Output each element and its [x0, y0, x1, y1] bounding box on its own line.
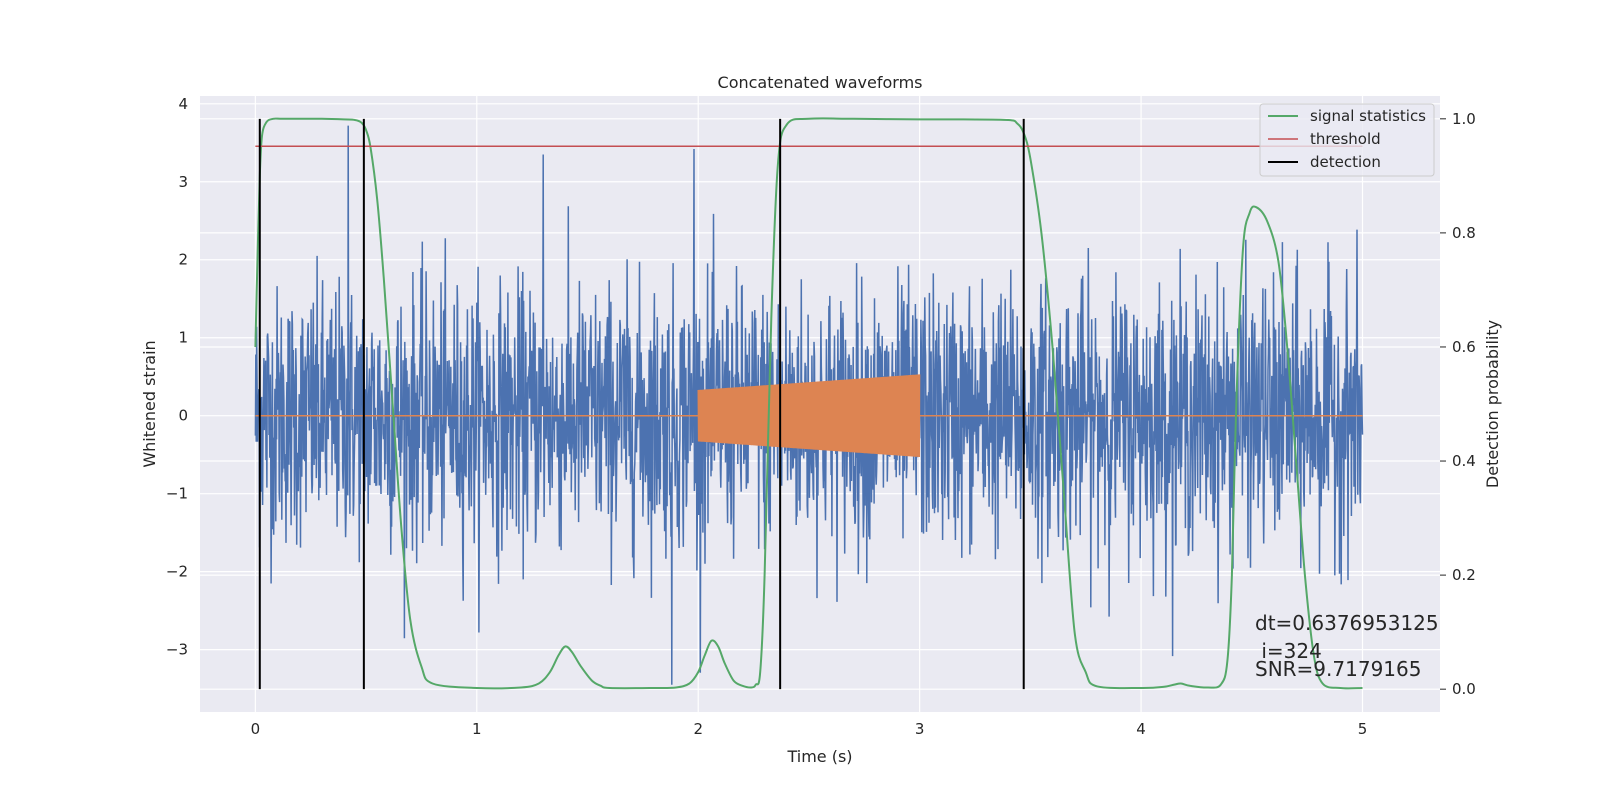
y2-tick-label: 1.0: [1452, 110, 1476, 128]
legend-label-detection: detection: [1310, 153, 1381, 171]
annotation-dt: dt=0.6376953125: [1255, 611, 1439, 635]
legend: signal statistics threshold detection: [1259, 103, 1435, 177]
signal-statistics-line: [254, 117, 1363, 690]
y2-tick-label: 0.2: [1452, 566, 1476, 584]
x-tick-label: 4: [1136, 720, 1146, 738]
x-tick-label: 0: [251, 720, 261, 738]
y2-tick-label: 0.0: [1452, 680, 1476, 698]
y-tick-label: −1: [166, 485, 188, 503]
annotation-index: i=324: [1255, 639, 1322, 663]
legend-label-signal-statistics: signal statistics: [1310, 107, 1426, 125]
y2-tick-label: 0.8: [1452, 224, 1476, 242]
legend-label-threshold: threshold: [1310, 130, 1381, 148]
y-tick-label: 4: [178, 95, 188, 113]
y-tick-label: 3: [178, 173, 188, 191]
y-tick-label: 2: [178, 251, 188, 269]
left-y-axis: −3 −2 −1 0 1 2 3 4: [166, 95, 188, 659]
y-tick-label: −3: [166, 641, 188, 659]
y-axis-label: Whitened strain: [140, 340, 159, 467]
legend-box: [1259, 103, 1435, 177]
right-y-axis: 0.0 0.2 0.4 0.6 0.8 1.0: [1440, 110, 1476, 698]
y2-axis-label: Detection probability: [1483, 320, 1502, 488]
chart-title: Concatenated waveforms: [718, 73, 923, 92]
x-tick-label: 2: [693, 720, 703, 738]
annotation-snr: SNR=9.7179165: [1255, 657, 1421, 681]
x-tick-label: 1: [472, 720, 482, 738]
x-axis: 0 1 2 3 4 5: [251, 720, 1368, 738]
x-tick-label: 5: [1358, 720, 1368, 738]
y-tick-label: 1: [178, 329, 188, 347]
detection-lines: [258, 118, 1025, 690]
x-axis-label: Time (s): [786, 747, 852, 766]
y-tick-label: −2: [166, 563, 188, 581]
y2-tick-label: 0.4: [1452, 452, 1476, 470]
y2-tick-label: 0.6: [1452, 338, 1476, 356]
injection-series-line: [697, 374, 921, 458]
x-tick-label: 3: [915, 720, 925, 738]
y-tick-label: 0: [178, 407, 188, 425]
